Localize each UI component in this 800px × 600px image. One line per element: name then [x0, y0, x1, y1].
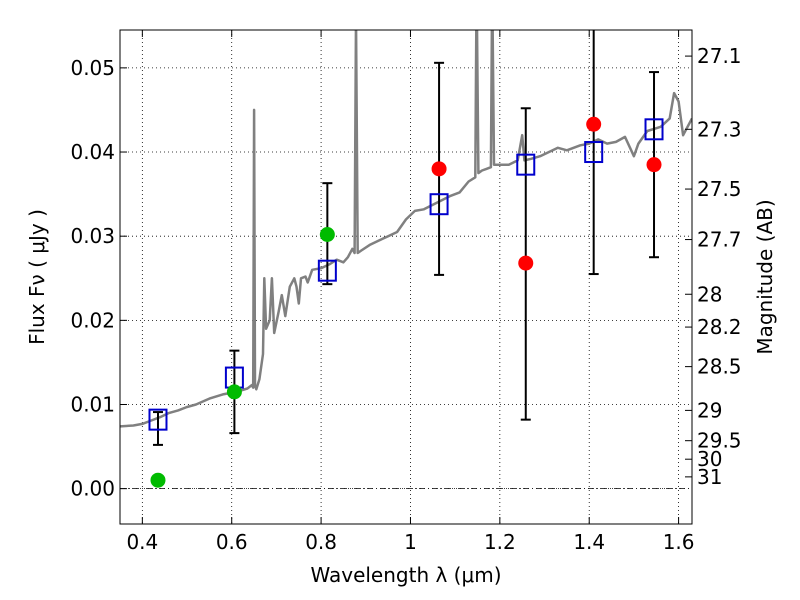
y-tick-label: 0.01: [70, 392, 115, 416]
y2-axis-label: Magnitude (AB): [753, 199, 777, 354]
y-tick-label: 0.03: [70, 224, 115, 248]
y2-tick-label: 27.1: [697, 44, 742, 68]
observed-flux-point: [431, 161, 447, 177]
y-axis-label: Flux Fν ( μJy ): [25, 209, 49, 345]
model-photometry-square: [148, 408, 168, 431]
x-tick-label: 1.2: [484, 530, 516, 554]
y2-tick-label: 31: [697, 465, 722, 489]
y2-tick-label: 28: [697, 282, 722, 306]
y2-tick-label: 29.5: [697, 429, 742, 453]
plot-frame: [119, 29, 693, 525]
x-tick-label: 1.4: [573, 530, 605, 554]
y-tick-label: 0.05: [70, 56, 115, 80]
y2-tick-label: 27.3: [697, 117, 742, 141]
y2-tick-label: 30: [697, 447, 722, 471]
grid-lines: [120, 30, 692, 524]
y2-tick-label: 28.2: [697, 315, 742, 339]
observed-flux-point: [518, 255, 534, 271]
model-photometry-square: [429, 193, 449, 216]
x-axis-label: Wavelength λ (μm): [310, 563, 501, 587]
y-tick-label: 0.00: [70, 477, 115, 501]
model-photometry-square: [317, 259, 337, 282]
x-tick-label: 1.6: [663, 530, 695, 554]
model-photometry-square: [644, 118, 664, 141]
model-photometry-square: [584, 141, 604, 164]
observed-flux-point: [150, 472, 166, 488]
y2-tick-label: 28.5: [697, 355, 742, 379]
y2-tick-label: 27.7: [697, 228, 742, 252]
observed-flux-point: [319, 227, 335, 243]
y2-tick-label: 27.5: [697, 177, 742, 201]
x-tick-label: 0.8: [305, 530, 337, 554]
axis-ticks: 0.4 0.6 0.8 1 1.2 1.4 1.6 0.00 0.01 0.02 0.03 0.04 0…: [70, 30, 742, 554]
observed-flux-point: [646, 157, 662, 173]
y-tick-label: 0.02: [70, 308, 115, 332]
y2-tick-label: 29: [697, 398, 722, 422]
observed-flux-point: [586, 116, 602, 132]
model-spectrum-line: [120, 30, 692, 428]
x-tick-label: 0.4: [126, 530, 158, 554]
model-photometry-square: [516, 153, 536, 176]
x-tick-label: 0.6: [216, 530, 248, 554]
observed-flux-point: [226, 384, 242, 400]
plot-area: [120, 30, 692, 488]
x-tick-label: 1: [404, 530, 417, 554]
y-tick-label: 0.04: [70, 140, 115, 164]
